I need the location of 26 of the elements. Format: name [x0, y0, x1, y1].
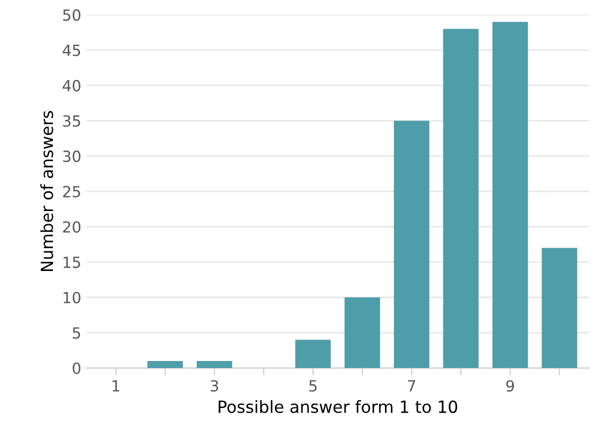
y-axis-title: Number of answers: [40, 110, 54, 272]
y-tick-label: 15: [64, 256, 80, 268]
y-tick-label: 45: [62, 44, 80, 56]
bar: [394, 120, 430, 368]
y-tick-label: 20: [63, 221, 80, 233]
y-tick-label: 30: [63, 150, 80, 162]
x-axis-title: Possible answer form 1 to 10: [218, 400, 458, 414]
y-tick-label: 50: [63, 9, 80, 21]
y-tick-label: 40: [62, 80, 80, 92]
bar: [492, 22, 528, 368]
bar: [295, 340, 331, 368]
x-tick-label: 7: [408, 380, 416, 392]
y-tick-label: 5: [72, 327, 80, 339]
bar: [542, 248, 578, 368]
y-tick-label: 25: [63, 186, 80, 198]
x-tick-label: 1: [112, 380, 120, 392]
x-tick-label: 3: [210, 380, 218, 392]
bar: [147, 360, 183, 368]
bar: [344, 297, 380, 368]
y-tick-label: 0: [72, 362, 80, 374]
bar: [196, 360, 232, 368]
bar: [443, 28, 479, 368]
y-tick-label: 10: [64, 292, 80, 304]
x-tick-label: 9: [506, 380, 514, 392]
x-tick-label: 5: [309, 380, 317, 392]
y-tick-label: 35: [63, 115, 80, 127]
